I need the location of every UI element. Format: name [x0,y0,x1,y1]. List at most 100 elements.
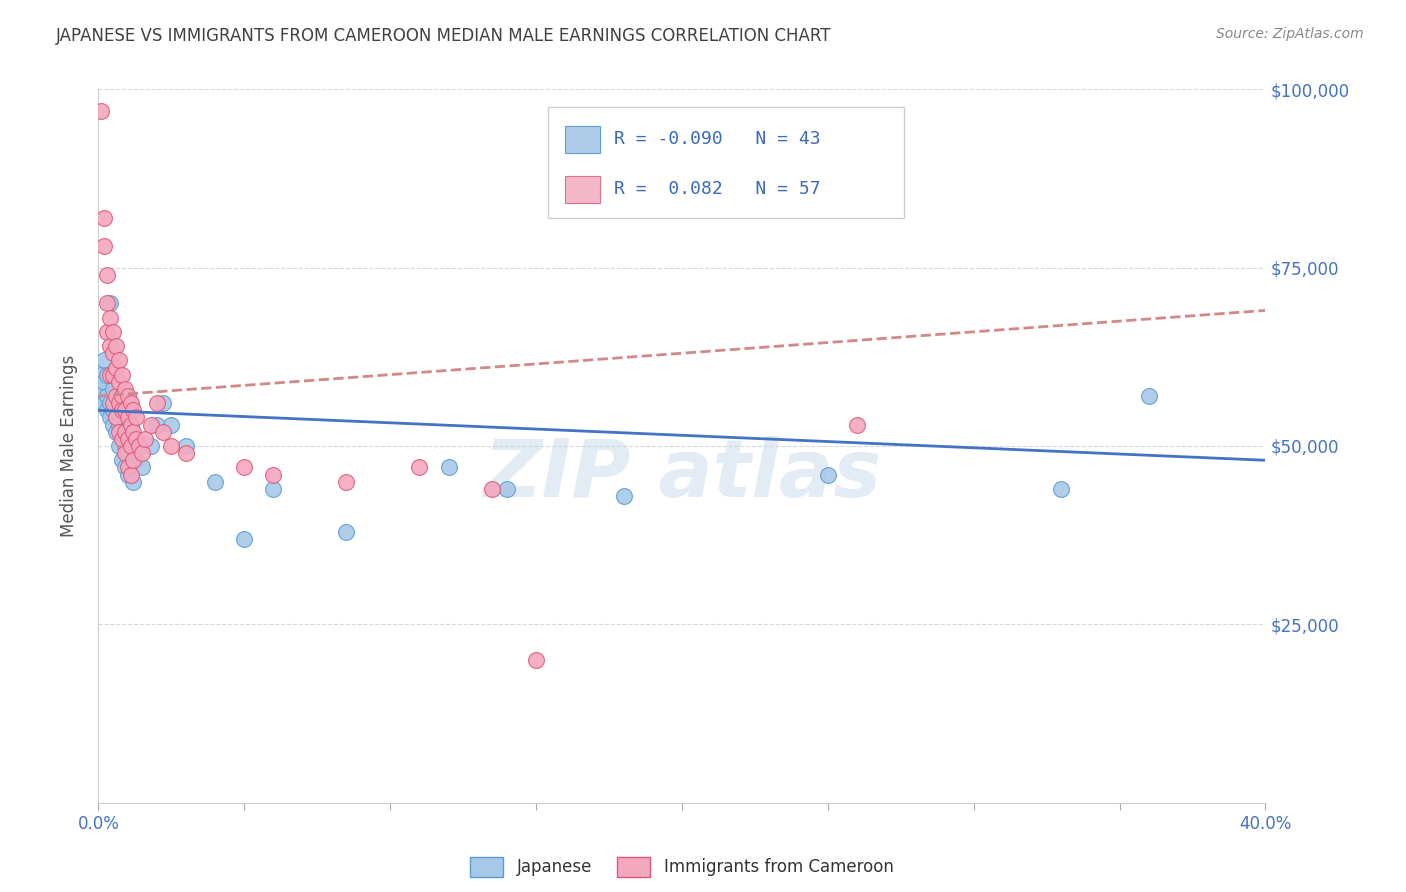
Point [481,482,503,496]
Point [108,425,131,439]
Point [117,432,139,446]
Point [262,467,284,482]
Point [122,475,145,489]
Point [111,432,134,446]
Legend: Japanese, Immigrants from Cameroon: Japanese, Immigrants from Cameroon [470,857,894,877]
Point [120,417,142,432]
Point [93,396,115,410]
Point [98,396,121,410]
Point [111,453,134,467]
Point [90,389,112,403]
Point [612,489,634,503]
Text: Source: ZipAtlas.com: Source: ZipAtlas.com [1216,27,1364,41]
Point [93,211,115,225]
Point [90,382,112,396]
Point [114,382,136,396]
Point [96,389,118,403]
Point [335,524,357,539]
Point [125,453,148,467]
Point [152,425,174,439]
Point [101,368,124,382]
Point [128,439,150,453]
Point [1050,482,1073,496]
Point [98,368,121,382]
Point [114,446,136,460]
Point [104,410,127,425]
Point [104,389,127,403]
Point [174,439,197,453]
Point [117,460,139,475]
Point [108,375,131,389]
Point [90,103,112,118]
Point [146,396,169,410]
Point [108,439,131,453]
Y-axis label: Median Male Earnings: Median Male Earnings [59,355,77,537]
Point [152,396,174,410]
Point [233,532,256,546]
Point [495,482,517,496]
Point [96,325,118,339]
Point [146,417,169,432]
Point [120,467,142,482]
Point [108,396,131,410]
Point [437,460,460,475]
Bar [565,126,600,153]
Point [104,339,127,353]
Point [122,403,145,417]
Point [111,403,134,417]
Point [125,410,148,425]
Point [101,346,124,360]
Point [114,439,136,453]
Point [1137,389,1160,403]
Text: ZIP atlas: ZIP atlas [482,435,882,514]
Point [114,425,136,439]
Point [101,403,124,417]
Point [117,467,139,482]
Point [111,425,134,439]
Point [262,482,284,496]
Point [117,410,139,425]
Point [120,439,142,453]
Point [93,375,115,389]
Point [125,432,148,446]
Point [131,446,153,460]
Point [98,310,121,325]
Point [845,417,868,432]
Point [408,460,430,475]
Point [117,446,139,460]
Point [96,403,118,417]
Point [111,389,134,403]
Point [134,432,156,446]
Point [104,425,127,439]
Bar [565,176,600,202]
Point [104,360,127,375]
Point [104,410,127,425]
Point [139,439,162,453]
Point [101,325,124,339]
Point [111,368,134,382]
Point [122,453,145,467]
Point [335,475,357,489]
Point [117,389,139,403]
Point [817,467,839,482]
Point [101,382,124,396]
Point [160,439,183,453]
Point [114,403,136,417]
Point [90,368,112,382]
Point [114,460,136,475]
Point [98,296,121,310]
FancyBboxPatch shape [548,107,904,218]
Point [101,417,124,432]
Point [139,417,162,432]
Point [122,425,145,439]
Point [233,460,256,475]
Point [204,475,226,489]
Point [96,268,118,282]
Point [101,396,124,410]
Point [131,460,153,475]
Point [93,353,115,368]
Point [108,417,131,432]
Point [96,368,118,382]
Point [108,353,131,368]
Text: R =  0.082   N = 57: R = 0.082 N = 57 [614,180,821,198]
